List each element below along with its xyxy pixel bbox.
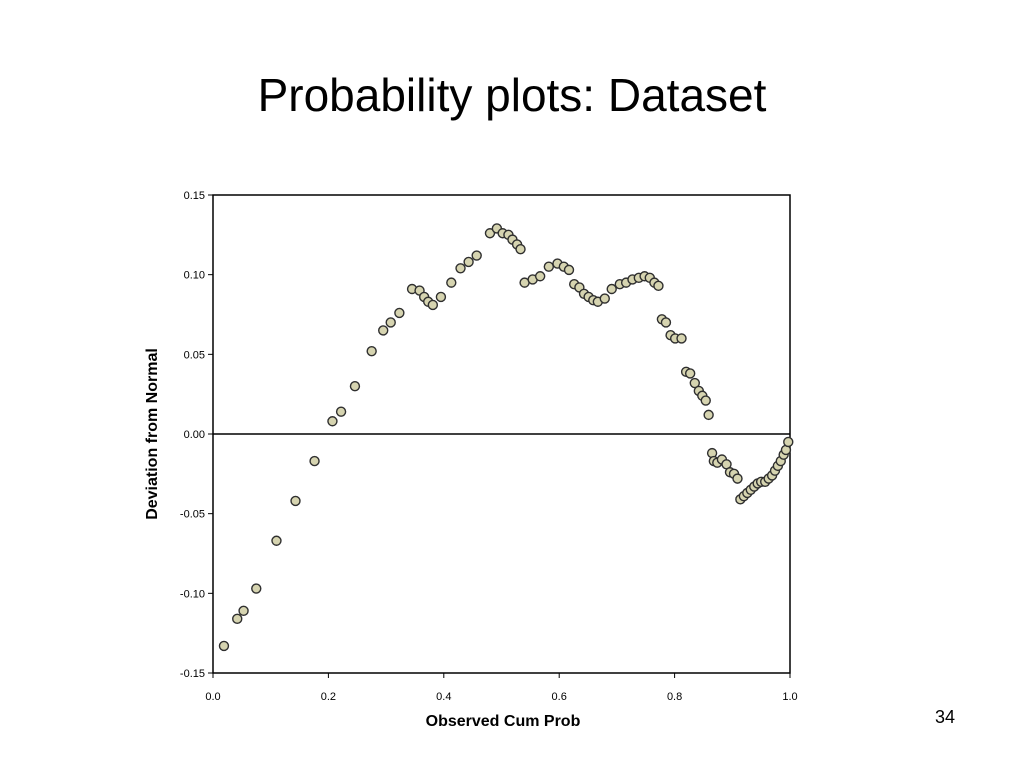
data-point: [534, 271, 546, 282]
x-tick-label: 0.4: [436, 691, 451, 703]
page-number: 34: [935, 707, 956, 727]
x-axis-title: Observed Cum Prob: [426, 713, 581, 730]
data-point: [309, 455, 320, 467]
y-tick-label: 0.05: [184, 349, 205, 361]
data-point: [435, 291, 447, 303]
data-point: [732, 473, 743, 484]
x-tick-label: 1.0: [782, 691, 797, 703]
y-tick-label: -0.05: [180, 509, 205, 521]
data-point: [606, 283, 617, 295]
y-tick-label: -0.15: [180, 668, 205, 680]
slide-title: Probability plots: Dataset: [257, 69, 767, 121]
data-point: [700, 395, 711, 406]
data-point: [471, 250, 482, 261]
data-point: [703, 409, 714, 421]
data-point: [335, 406, 347, 417]
data-point: [378, 325, 389, 336]
data-point: [218, 640, 230, 652]
data-point: [783, 436, 794, 448]
x-tick-label: 0.8: [667, 691, 682, 703]
y-tick-label: 0.00: [184, 429, 205, 441]
data-point: [385, 317, 396, 328]
data-point: [427, 299, 439, 311]
data-point: [543, 261, 555, 272]
data-point: [238, 605, 249, 617]
data-point: [515, 243, 526, 255]
data-point: [689, 377, 700, 389]
data-point: [463, 256, 474, 268]
data-point: [484, 228, 496, 239]
x-tick-label: 0.0: [205, 691, 220, 703]
data-point: [232, 613, 243, 625]
y-tick-label: -0.10: [180, 588, 205, 600]
data-point: [563, 264, 575, 276]
y-tick-label: 0.10: [184, 270, 205, 282]
y-axis-title: Deviation from Normal: [144, 348, 161, 520]
x-tick-label: 0.6: [552, 691, 567, 703]
x-tick-label: 0.2: [321, 691, 336, 703]
y-tick-label: 0.15: [184, 190, 205, 202]
data-point: [660, 317, 672, 328]
data-point: [251, 583, 262, 594]
data-point: [327, 416, 338, 427]
data-point: [455, 263, 466, 274]
data-point: [349, 381, 361, 392]
data-point: [271, 535, 282, 546]
data-point: [653, 280, 664, 292]
data-point: [446, 277, 457, 288]
data-point: [394, 307, 405, 319]
data-point: [366, 345, 377, 357]
data-point: [676, 333, 687, 344]
data-point: [290, 495, 301, 507]
data-point: [599, 293, 610, 304]
data-point: [684, 368, 696, 379]
